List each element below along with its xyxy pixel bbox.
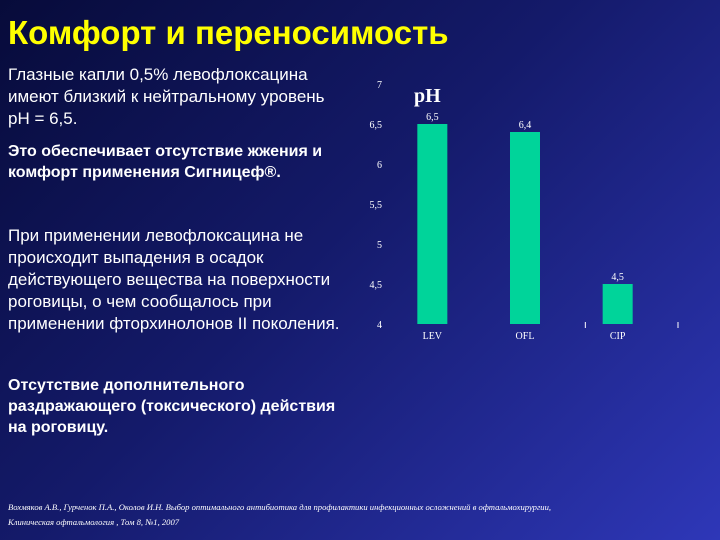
bar-value-label: 6,5 (426, 112, 439, 123)
paragraph-comfort: Это обеспечивает отсутствие жжения и ком… (8, 143, 323, 181)
reference-citation: Вохмяков А.В., Гурченок П.А., Околов И.Н… (8, 500, 708, 530)
paragraph-ph-level: Глазные капли 0,5% левофлоксацина имеют … (8, 65, 325, 128)
y-tick-label: 5 (377, 240, 382, 251)
chart-title: pH (414, 85, 441, 107)
bar-lev (417, 124, 448, 324)
reference-line-1: Вохмяков А.В., Гурченок П.А., Околов И.Н… (8, 502, 552, 512)
slide-title: Комфорт и переносимость (8, 14, 449, 51)
y-tick-label: 7 (377, 80, 382, 91)
y-tick-label: 4,5 (370, 280, 383, 291)
bar-ofl (510, 132, 540, 324)
paragraph-no-precipitation: При применении левофлоксацина не происхо… (8, 226, 340, 333)
bar-value-label: 6,4 (519, 120, 532, 131)
y-tick-label: 5,5 (370, 200, 383, 211)
bar-cip (602, 284, 633, 324)
y-tick-label: 6,5 (370, 120, 383, 131)
x-category-label: CIP (610, 331, 626, 342)
x-category-label: OFL (516, 331, 535, 342)
reference-line-2: Клиническая офтальмология , Том 8, №1, 2… (8, 517, 180, 527)
y-tick-label: 6 (377, 160, 382, 171)
x-category-label: LEV (423, 331, 443, 342)
bar-value-label: 4,5 (611, 272, 624, 283)
ph-bar-chart: pH 4 4,5 5 5,5 6 6,5 7 6,5 LEV 6,4 OFL 4,5 CIP (356, 70, 686, 350)
ph-bar-chart-svg: pH 4 4,5 5 5,5 6 6,5 7 6,5 LEV 6,4 OFL 4,5 CIP (370, 80, 679, 342)
y-tick-label: 4 (377, 320, 382, 331)
paragraph-no-irritation: Отсутствие дополнительного раздражающего… (8, 377, 336, 436)
